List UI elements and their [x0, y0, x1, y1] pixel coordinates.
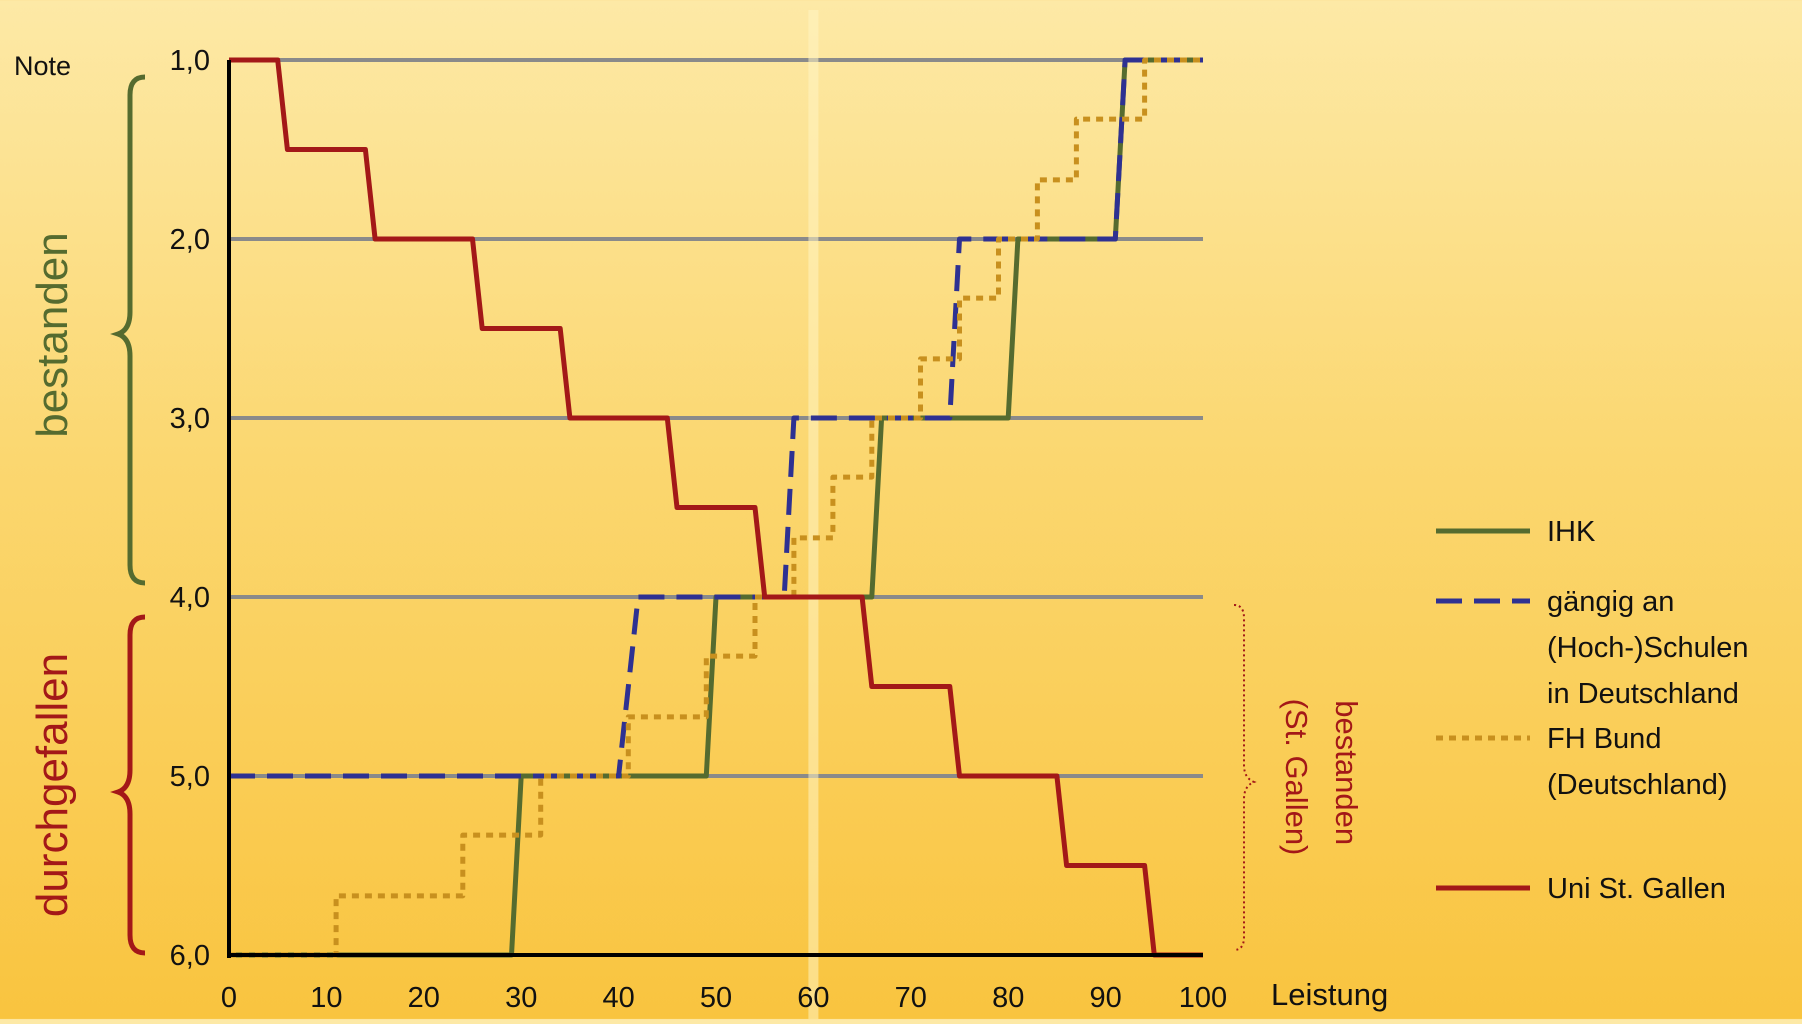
legend-label-2: gängig an (Hoch-)Schulen in Deutschland: [1547, 586, 1748, 710]
x-tick-label: 40: [602, 982, 634, 1014]
series-lines: [229, 57, 1203, 958]
y-tick-label: 4,0: [170, 582, 210, 614]
label-passed-stgallen-line2: (St. Gallen): [1279, 699, 1314, 856]
series-line-4: [229, 57, 1203, 958]
x-axis-title: Leistung: [1271, 977, 1388, 1012]
legend-label-1: IHK: [1547, 516, 1596, 548]
bracket-passed-stgallen: [1233, 604, 1257, 951]
axes: 1,0 2,0 3,0 4,0 5,0 6,0 0 10 20 30 40 50 60 70 80 90 100: [170, 45, 1228, 1014]
x-tick-label: 100: [1179, 982, 1227, 1014]
legend-label-3: FH Bund (Deutschland): [1547, 723, 1728, 801]
y-tick-label: 5,0: [170, 761, 210, 793]
y-tick-label: 3,0: [170, 403, 210, 435]
x-tick-label: 0: [221, 982, 237, 1014]
label-passed: bestanden: [28, 232, 77, 438]
y-tick-label: 1,0: [170, 45, 210, 77]
x-tick-label: 60: [797, 982, 829, 1014]
x-tick-label: 10: [310, 982, 342, 1014]
label-passed-stgallen: bestanden (St. Gallen): [1279, 699, 1364, 856]
label-passed-stgallen-line1: bestanden: [1329, 700, 1364, 845]
x-tick-label: 50: [700, 982, 732, 1014]
y-axis-title: Note: [14, 51, 71, 81]
x-tick-label: 70: [895, 982, 927, 1014]
x-tick-label: 20: [408, 982, 440, 1014]
bracket-passed: [110, 74, 146, 586]
x-tick-label: 80: [992, 982, 1024, 1014]
vertical-marker: [808, 10, 819, 1019]
bracket-failed: [110, 614, 146, 956]
series-line-3: [229, 57, 1203, 958]
y-tick-label: 2,0: [170, 224, 210, 256]
label-failed: durchgefallen: [28, 653, 77, 917]
y-tick-label: 6,0: [170, 940, 210, 972]
legend: IHK gängig an (Hoch-)Schulen in Deutschland…: [1436, 516, 1748, 905]
legend-label-4: Uni St. Gallen: [1547, 873, 1726, 905]
series-line-2: [229, 57, 1203, 779]
x-tick-label: 90: [1089, 982, 1121, 1014]
x-tick-label: 30: [505, 982, 537, 1014]
